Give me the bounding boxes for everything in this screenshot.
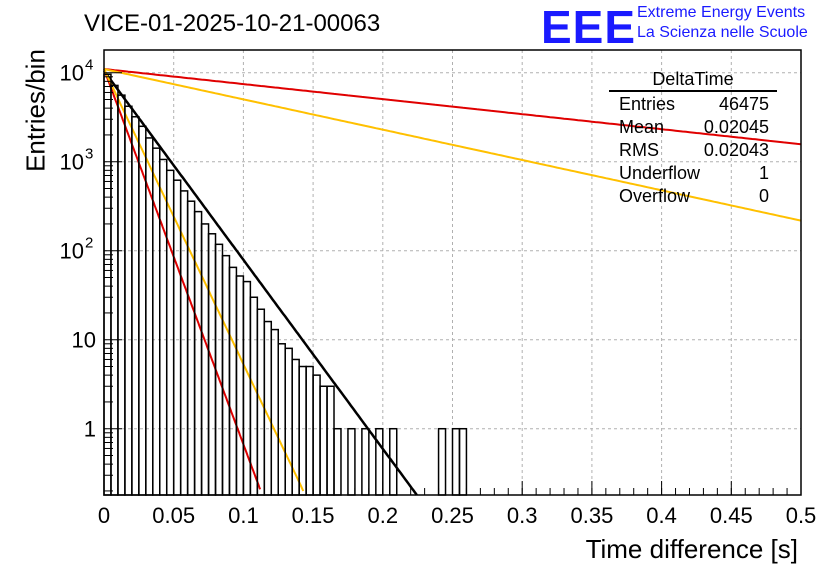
histogram-bars	[103, 73, 468, 496]
histogram-bar	[152, 147, 161, 496]
y-tick-label-base: 10	[60, 150, 84, 175]
curve-slow-red	[103, 68, 802, 146]
stats-label: RMS	[619, 140, 659, 160]
eee-logo: EEE	[541, 1, 637, 53]
stats-label: Overflow	[619, 186, 691, 206]
x-tick-label: 0.2	[368, 503, 399, 528]
x-tick-label: 0.15	[292, 503, 335, 528]
stats-box: DeltaTime Entries 46475 Mean 0.02045 RMS…	[609, 68, 777, 208]
stats-title: DeltaTime	[609, 68, 777, 92]
histogram-bar	[305, 365, 314, 496]
histogram-bar	[333, 427, 342, 496]
stats-label: Entries	[619, 94, 676, 114]
x-tick-label: 0.3	[507, 503, 538, 528]
stats-row: RMS 0.02043	[609, 139, 777, 162]
stats-value: 0	[758, 186, 769, 206]
stats-value: 0.02045	[703, 117, 769, 137]
y-axis-label: Entries/bin	[20, 49, 51, 172]
histogram-bar	[165, 169, 175, 496]
fit-curves	[102, 68, 802, 496]
histogram-bar	[110, 84, 119, 496]
histogram-bar	[361, 427, 370, 496]
y-tick-label: 10 3	[60, 146, 94, 175]
x-tick-label: 0.5	[786, 503, 817, 528]
curve-fit	[102, 70, 418, 496]
histogram-bar	[347, 427, 356, 496]
x-tick-label: 0	[98, 503, 110, 528]
y-tick-label: 10	[72, 328, 96, 353]
histogram-bar	[437, 427, 447, 496]
stats-label: Underflow	[619, 163, 701, 183]
curve-slow-yellow	[103, 68, 802, 222]
x-tick-label: 0.1	[228, 503, 259, 528]
logo-line-2: La Scienza nelle Scuole	[637, 24, 808, 41]
y-tick-label: 10 2	[60, 235, 94, 264]
y-tick-label-exp: 2	[85, 235, 93, 252]
y-tick-label-base: 10	[60, 61, 84, 86]
y-tick-label: 10 4	[60, 57, 94, 86]
stats-row: Overflow 0	[609, 185, 777, 208]
histogram-bar	[193, 210, 203, 496]
curve-fast-yellow	[103, 68, 305, 492]
histogram-bar	[458, 427, 468, 496]
stats-label: Mean	[619, 117, 665, 137]
y-tick-label-exp: 3	[85, 146, 93, 163]
histogram-bar	[200, 223, 210, 496]
x-axis-label: Time difference [s]	[585, 534, 798, 564]
stats-value: 1	[758, 163, 769, 183]
histogram-bar	[326, 385, 335, 496]
histogram-bar	[277, 343, 286, 496]
stats-row: Underflow 1	[609, 162, 777, 185]
histogram-bar	[235, 275, 245, 496]
histogram-bar	[270, 328, 279, 496]
stats-value: 46475	[718, 94, 769, 114]
x-tick-label: 0.25	[431, 503, 474, 528]
histogram-bar	[228, 266, 238, 496]
stats-row: Mean 0.02045	[609, 116, 777, 139]
x-tick-labels: 0 0.05 0.1 0.15 0.2 0.25 0.3 0.35 0.4 0.45 0.5	[98, 503, 816, 528]
stats-row: Entries 46475	[609, 93, 777, 116]
histogram-bar	[117, 94, 126, 496]
histogram-bar	[298, 365, 307, 496]
histogram-bar	[103, 73, 112, 496]
axis-ticks	[103, 72, 802, 495]
x-tick-label: 0.4	[646, 503, 677, 528]
y-tick-label-base: 10	[60, 239, 84, 264]
histogram-bar	[312, 374, 321, 496]
curve-fast-red	[103, 68, 262, 490]
histogram-bar	[221, 254, 231, 496]
histogram-bar	[124, 105, 133, 496]
histogram-bar	[159, 158, 168, 496]
histogram-bar	[451, 427, 461, 496]
logo-line-1: Extreme Energy Events	[637, 4, 806, 21]
x-tick-label: 0.05	[152, 503, 195, 528]
x-tick-label: 0.35	[570, 503, 613, 528]
stats-value: 0.02043	[703, 140, 769, 160]
y-tick-label: 1	[84, 417, 96, 442]
chart-title: VICE-01-2025-10-21-00063	[84, 10, 381, 37]
histogram-bar	[186, 200, 196, 496]
histogram-bar	[138, 125, 147, 496]
y-tick-label-exp: 4	[85, 57, 93, 74]
histogram-bar	[375, 427, 384, 496]
x-tick-label: 0.45	[710, 503, 753, 528]
histogram-bar	[131, 116, 140, 496]
histogram-bar	[319, 385, 328, 496]
histogram-bar	[284, 347, 293, 496]
